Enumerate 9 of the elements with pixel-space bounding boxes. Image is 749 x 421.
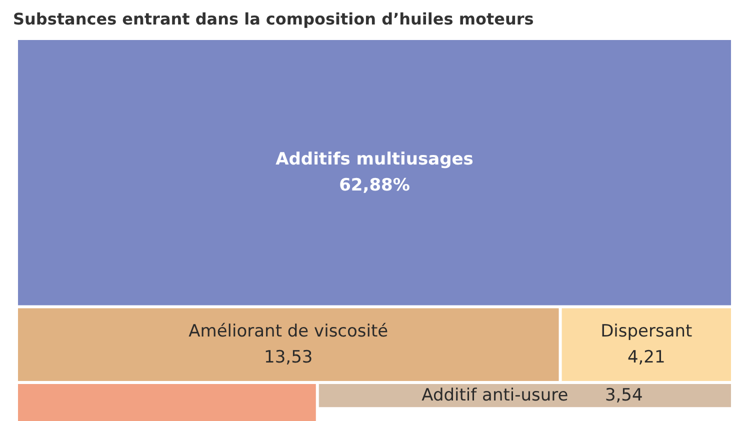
category-label: Améliorant de viscosité — [188, 322, 388, 342]
data-label: 13,53 — [264, 348, 313, 368]
category-label: Additif anti-usure — [422, 386, 568, 406]
data-label: 3,54 — [604, 386, 643, 406]
data-label: 62,88% — [339, 176, 410, 196]
data-label: 4,21 — [627, 348, 666, 368]
category-label: Dispersant — [600, 322, 693, 342]
category-label: Additifs multiusages — [276, 150, 474, 170]
text: Substances entrant dans la composition d’huiles moteurs — [13, 10, 534, 28]
